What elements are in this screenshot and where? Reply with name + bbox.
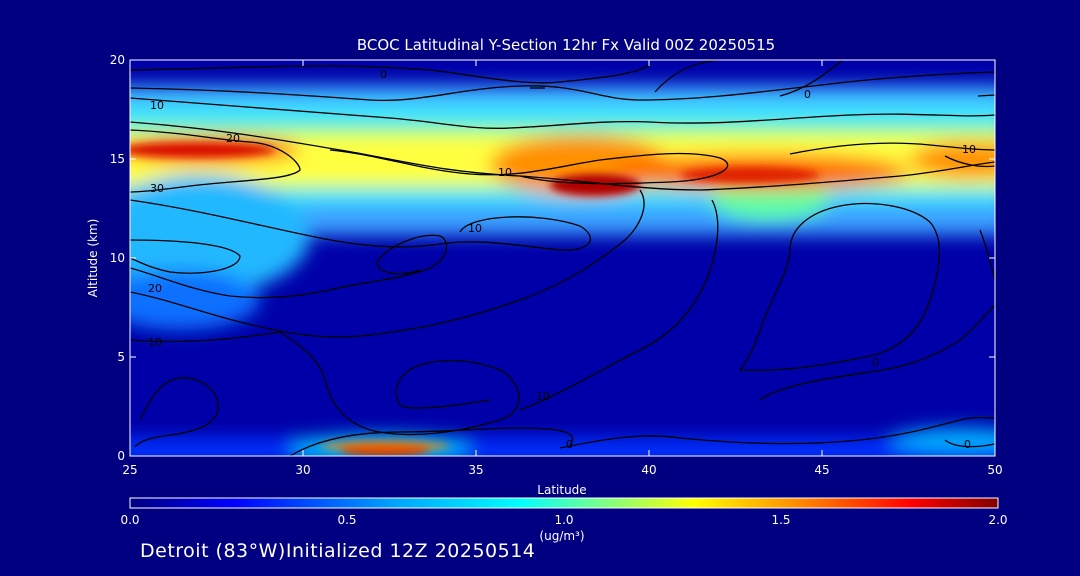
colorbar-tick-label: 0.0 bbox=[120, 513, 139, 527]
contour-line bbox=[530, 87, 995, 97]
y-tick-label: 15 bbox=[110, 152, 125, 166]
y-tick-label: 5 bbox=[117, 350, 125, 364]
surface-band bbox=[130, 438, 995, 456]
contour-label: 10 bbox=[468, 222, 482, 235]
contour-label: 10 bbox=[536, 390, 550, 403]
contour-line bbox=[759, 304, 995, 401]
colorbar-ticks: 0.0 0.5 1.0 1.5 2.0 bbox=[120, 513, 1007, 527]
contour-line bbox=[130, 234, 448, 299]
y-axis-label: Altitude (km) bbox=[86, 219, 100, 298]
contour-line bbox=[789, 142, 995, 155]
peak-center-red bbox=[550, 174, 640, 196]
y-tick-label: 20 bbox=[110, 53, 125, 67]
chart-title: BCOC Latitudinal Y-Section 12hr Fx Valid… bbox=[357, 36, 775, 54]
surface-right-cyan bbox=[890, 428, 995, 452]
contour-label: 20 bbox=[226, 132, 240, 145]
x-tick-label: 30 bbox=[295, 463, 310, 477]
colorbar-tick-label: 0.5 bbox=[337, 513, 356, 527]
contour-label: 0 bbox=[804, 88, 811, 101]
contour-line bbox=[329, 149, 729, 185]
y-axis: 0 5 10 15 20 bbox=[110, 53, 995, 463]
concentration-field bbox=[130, 85, 995, 456]
x-tick-label: 50 bbox=[987, 463, 1002, 477]
contour-line bbox=[130, 189, 645, 338]
contour-line bbox=[130, 199, 592, 251]
contour-line bbox=[134, 377, 219, 448]
contour-label: 10 bbox=[148, 336, 162, 349]
contour-line bbox=[130, 63, 651, 84]
colorbar bbox=[129, 497, 999, 509]
contour-label: 20 bbox=[148, 282, 162, 295]
y-tick-label: 10 bbox=[110, 251, 125, 265]
contour-label: 0 bbox=[964, 438, 971, 451]
x-axis: 25 30 35 40 45 50 bbox=[122, 60, 1003, 477]
plot-area: 0 10 20 30 20 10 10 10 0 0 10 0 0 10 bbox=[130, 60, 995, 456]
contour-line bbox=[130, 71, 995, 102]
x-tick-label: 40 bbox=[641, 463, 656, 477]
y-tick-label: 0 bbox=[117, 449, 125, 463]
peak-surface-orange bbox=[320, 440, 450, 452]
mid-gap bbox=[710, 180, 830, 220]
contour-line bbox=[130, 239, 241, 274]
contour-label: 0 bbox=[872, 356, 879, 369]
colorbar-tick-label: 1.5 bbox=[771, 513, 790, 527]
contour-label: 10 bbox=[150, 99, 164, 112]
contour-line bbox=[130, 129, 301, 193]
contour-lines bbox=[130, 60, 995, 456]
contour-label: 0 bbox=[380, 68, 387, 81]
contour-labels: 0 10 20 30 20 10 10 10 0 0 10 0 0 10 bbox=[148, 68, 976, 451]
colorbar-unit: (ug/m³) bbox=[539, 529, 584, 543]
left-lower-band bbox=[130, 270, 260, 330]
x-tick-label: 45 bbox=[814, 463, 829, 477]
peak-left-red bbox=[130, 143, 275, 157]
contour-line bbox=[739, 202, 941, 372]
contour-line bbox=[654, 60, 844, 97]
x-axis-label: Latitude bbox=[537, 483, 586, 497]
footer-caption: Detroit (83°W)Initialized 12Z 20250514 bbox=[140, 540, 536, 562]
contour-label: 10 bbox=[498, 166, 512, 179]
contour-label: 10 bbox=[962, 143, 976, 156]
contour-label: 30 bbox=[150, 182, 164, 195]
left-cyan-bulge bbox=[130, 175, 310, 295]
colorbar-tick-label: 2.0 bbox=[988, 513, 1007, 527]
contour-line bbox=[559, 416, 995, 449]
contour-line bbox=[130, 97, 995, 129]
x-tick-label: 35 bbox=[468, 463, 483, 477]
contour-line bbox=[519, 199, 719, 411]
contour-line bbox=[944, 229, 995, 448]
contour-line bbox=[130, 121, 995, 191]
x-tick-label: 25 bbox=[122, 463, 137, 477]
colorbar-tick-label: 1.0 bbox=[554, 513, 573, 527]
contour-label: 0 bbox=[566, 438, 573, 451]
concentration-peaks bbox=[130, 143, 820, 456]
contour-line bbox=[944, 155, 995, 168]
contour-line bbox=[130, 331, 520, 436]
contour-line bbox=[289, 427, 573, 456]
peak-right-red bbox=[680, 167, 820, 183]
